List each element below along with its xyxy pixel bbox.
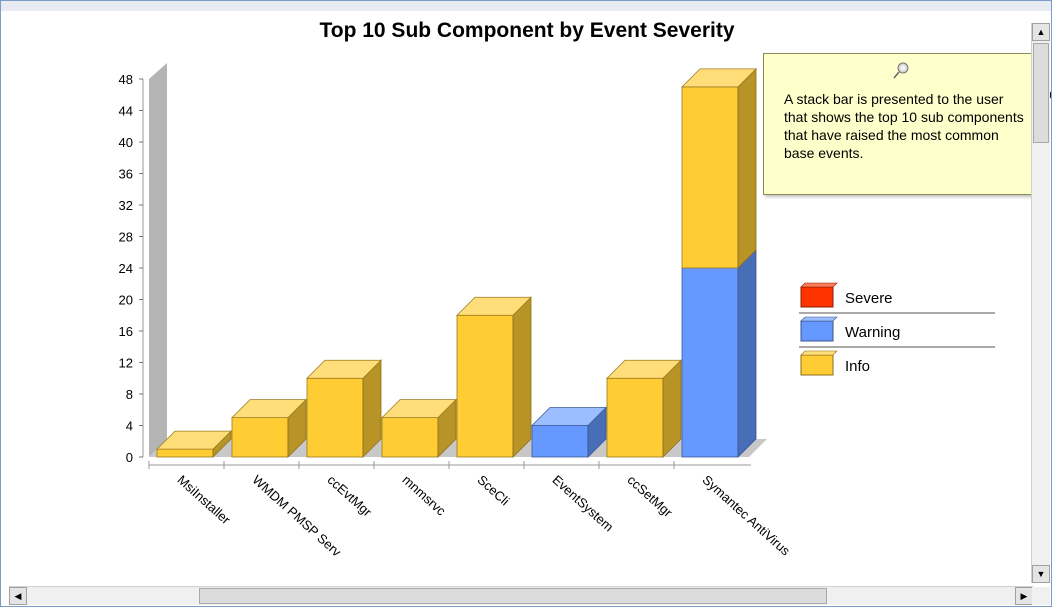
- pushpin-icon[interactable]: [892, 62, 910, 80]
- x-tick-label: ccSetMgr: [624, 472, 675, 520]
- chart-title: Top 10 Sub Component by Event Severity: [319, 19, 735, 42]
- y-tick-label: 28: [119, 230, 133, 245]
- bar-segment-warning: [681, 267, 739, 458]
- x-tick-label: SceCli: [474, 472, 512, 508]
- bar-side-info: [512, 296, 532, 458]
- bar-segment-warning: [531, 425, 589, 458]
- scroll-up-button[interactable]: ▲: [1032, 23, 1050, 41]
- bar-segment-info: [231, 417, 289, 458]
- chart-tooltip: A stack bar is presented to the user tha…: [763, 53, 1037, 195]
- bar-top-warning: [531, 407, 607, 426]
- bar-top-info: [231, 399, 307, 419]
- bar-side-warning: [737, 249, 757, 458]
- x-tick-label: MsiInstaller: [174, 472, 233, 528]
- chart-back-wall: [149, 63, 167, 457]
- horizontal-scrollbar[interactable]: ◀ ▶: [9, 586, 1033, 605]
- horizontal-scroll-thumb[interactable]: [199, 588, 827, 604]
- y-tick-label: 4: [126, 419, 133, 434]
- bar-segment-info: [156, 448, 214, 458]
- bar-top-info: [606, 359, 682, 379]
- bar-top-info: [456, 296, 532, 316]
- y-tick-label: 36: [119, 167, 133, 182]
- legend-swatch-severe: [800, 286, 834, 308]
- legend-swatch-top: [800, 350, 838, 356]
- scroll-down-button[interactable]: ▼: [1032, 565, 1050, 583]
- y-tick-label: 16: [119, 324, 133, 339]
- y-tick-label: 12: [119, 356, 133, 371]
- legend-label-warning: Warning: [845, 324, 900, 341]
- panel-header-strip: [1, 1, 1051, 11]
- bar-top-info: [156, 430, 232, 450]
- bar-top-info: [381, 399, 457, 419]
- scroll-left-button[interactable]: ◀: [9, 587, 27, 605]
- bar-top-info: [681, 68, 757, 88]
- y-tick-label: 8: [126, 387, 133, 402]
- legend-swatch-warning: [800, 320, 834, 342]
- vertical-scroll-thumb[interactable]: [1033, 43, 1049, 143]
- y-tick-label: 40: [119, 135, 133, 150]
- bar-side-info: [737, 67, 757, 269]
- x-tick-label: EventSystem: [549, 472, 616, 534]
- legend-swatch-top: [800, 282, 838, 288]
- bar-segment-info: [606, 377, 664, 458]
- scroll-right-button[interactable]: ▶: [1015, 587, 1033, 605]
- tooltip-text: A stack bar is presented to the user tha…: [784, 91, 1024, 161]
- y-tick-label: 48: [119, 72, 133, 87]
- legend-swatch-top: [800, 316, 838, 322]
- legend-label-severe: Severe: [845, 290, 893, 307]
- vertical-scrollbar[interactable]: ▲ ▼: [1031, 23, 1050, 583]
- legend-label-info: Info: [845, 358, 870, 375]
- bar-top-info: [306, 359, 382, 379]
- bar-segment-info: [306, 377, 364, 458]
- y-tick-label: 32: [119, 198, 133, 213]
- bar-segment-info: [456, 314, 514, 458]
- bar-segment-info: [681, 86, 739, 269]
- y-tick-label: 20: [119, 293, 133, 308]
- bar-segment-info: [381, 417, 439, 458]
- x-tick-label: ccEvtMgr: [324, 472, 375, 520]
- x-tick-label: Symantec AntiVirus: [699, 472, 793, 559]
- y-tick-label: 0: [126, 450, 133, 465]
- legend-swatch-info: [800, 354, 834, 376]
- y-tick-label: 24: [119, 261, 133, 276]
- y-tick-label: 44: [119, 104, 133, 119]
- scrollbar-corner: [1032, 587, 1050, 605]
- x-tick-label: mnmsrvc: [399, 472, 449, 519]
